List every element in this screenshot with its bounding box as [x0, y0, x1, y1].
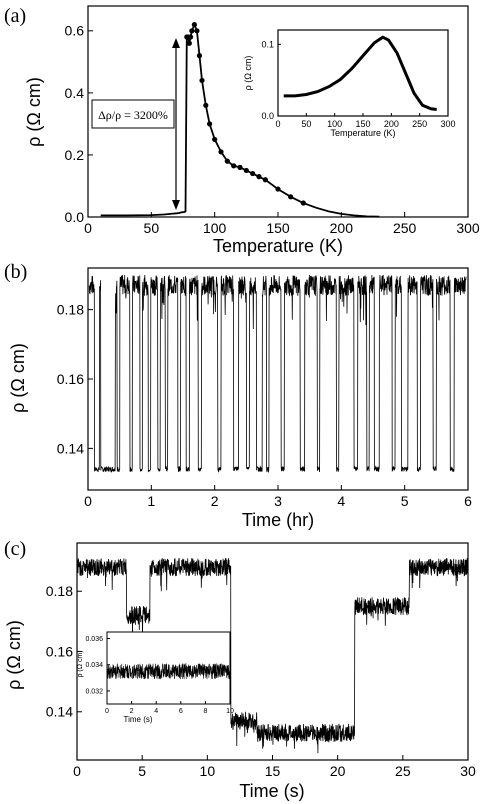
- data-point: [186, 40, 192, 46]
- x-tick-label: 15: [265, 763, 281, 779]
- x-tick-label: 200: [384, 119, 399, 129]
- inset-noise-trace: [106, 662, 231, 680]
- ratio-annotation: Δρ/ρ = 3200%: [98, 108, 168, 122]
- panel-c-xlabel: Time (s): [239, 781, 304, 801]
- panel-b-xlabel: Time (hr): [242, 510, 314, 530]
- x-tick-label: 10: [226, 708, 234, 715]
- y-tick-label: 0.0: [65, 209, 85, 225]
- x-tick-label: 50: [144, 220, 160, 236]
- y-tick-label: 0.18: [57, 302, 84, 318]
- data-point: [207, 121, 213, 127]
- panel-c-inset-ylabel: ρ (Ω cm): [77, 650, 84, 677]
- data-point: [188, 34, 194, 40]
- panel-a: (a) 0 50 100 150 200 250 300 0.0 0.2 0.4 0.6 Temp…: [4, 5, 480, 256]
- x-tick-label: 150: [266, 220, 290, 236]
- y-tick-label: 0.16: [46, 643, 73, 659]
- panel-c-inset: 0 2 4 6 8 10 0.032 0.034 0.036 Time (s) ρ (Ω cm…: [77, 631, 234, 724]
- x-tick-label: 4: [337, 493, 345, 509]
- x-tick-label: 150: [355, 119, 370, 129]
- x-tick-label: 25: [395, 763, 411, 779]
- x-tick-label: 0: [84, 220, 92, 236]
- x-tick-label: 50: [301, 119, 311, 129]
- ratio-annotation-box: [91, 99, 175, 129]
- x-tick-label: 4: [154, 708, 158, 715]
- data-point: [237, 164, 243, 170]
- y-tick-label: 0.2: [65, 147, 85, 163]
- data-point: [300, 200, 306, 206]
- x-tick-label: 0: [105, 708, 109, 715]
- y-tick-label: 0.18: [46, 583, 73, 599]
- x-tick-label: 250: [412, 119, 427, 129]
- panel-c: (c) 0 5 10 15 20 25 30 0.140.160.18 Time (s) ρ…: [4, 538, 476, 801]
- panel-a-xlabel: Temperature (K): [213, 236, 343, 256]
- noise-trace: [76, 558, 469, 754]
- y-tick-label: 0.6: [65, 23, 85, 39]
- x-tick-label: 0: [275, 119, 280, 129]
- x-tick-label: 200: [330, 220, 354, 236]
- data-point: [243, 167, 249, 174]
- x-tick-label: 20: [330, 763, 346, 779]
- panel-label-a: (a): [4, 5, 26, 27]
- panel-a-inset-ylabel: ρ (Ω cm): [243, 56, 253, 91]
- y-tick-label: 0.1: [261, 39, 274, 49]
- panel-c-ylabel: ρ (Ω cm): [4, 620, 24, 690]
- panel-a-inset: 0 50 100 150 200 250 300 0.0 0.1 Temperature (K…: [243, 29, 456, 138]
- y-tick-label: 0.0: [261, 111, 274, 121]
- x-tick-label: 8: [203, 708, 207, 715]
- panel-c-inset-xlabel: Time (s): [123, 715, 152, 724]
- panel-a-ylabel: ρ (Ω cm): [24, 77, 44, 147]
- inset-curve: [283, 35, 437, 111]
- data-point: [189, 28, 195, 34]
- x-tick-label: 300: [440, 119, 455, 129]
- x-tick-label: 0: [73, 763, 81, 779]
- panel-b-ylabel: ρ (Ω cm): [8, 343, 28, 413]
- x-tick-label: 100: [203, 220, 227, 236]
- y-tick-label: 0.036: [85, 636, 103, 643]
- y-tick-label: 0.4: [65, 85, 85, 101]
- data-point: [196, 53, 203, 59]
- data-point: [203, 102, 209, 108]
- data-point: [231, 163, 237, 169]
- x-tick-label: 300: [456, 220, 480, 236]
- data-point: [191, 22, 197, 28]
- data-point: [194, 28, 200, 34]
- data-point: [262, 177, 268, 183]
- x-tick-label: 3: [274, 493, 282, 509]
- y-tick-label: 0.14: [57, 440, 84, 456]
- data-point: [224, 158, 230, 164]
- data-point: [218, 149, 224, 155]
- x-tick-label: 2: [211, 493, 219, 509]
- x-tick-label: 5: [138, 763, 146, 779]
- y-tick-label: 0.14: [46, 704, 73, 720]
- y-tick-label: 0.034: [85, 662, 103, 669]
- x-tick-label: 100: [327, 119, 342, 129]
- panel-label-c: (c): [4, 538, 26, 560]
- panel-b: (b) 0 1 2 3 4 5 6 0.14 0.16 0.18 Time (hr) ρ (Ω …: [4, 261, 472, 530]
- x-tick-label: 10: [200, 763, 216, 779]
- x-tick-label: 2: [130, 708, 134, 715]
- x-tick-label: 6: [179, 708, 183, 715]
- x-tick-label: 250: [393, 220, 417, 236]
- data-point: [250, 170, 256, 177]
- x-tick-label: 0: [84, 493, 92, 509]
- x-tick-label: 1: [147, 493, 155, 509]
- switching-trace: [88, 274, 467, 474]
- x-tick-label: 6: [464, 493, 472, 509]
- data-point: [256, 174, 262, 180]
- x-tick-label: 5: [401, 493, 409, 509]
- data-point: [199, 77, 205, 84]
- panel-b-frame: [87, 267, 469, 491]
- data-point: [288, 194, 294, 200]
- data-point: [212, 136, 218, 143]
- x-tick-label: 30: [460, 763, 476, 779]
- panel-label-b: (b): [4, 261, 27, 283]
- data-point: [275, 186, 281, 192]
- y-tick-label: 0.16: [57, 371, 84, 387]
- y-tick-label: 0.032: [85, 688, 103, 695]
- panel-a-inset-xlabel: Temperature (K): [330, 128, 395, 138]
